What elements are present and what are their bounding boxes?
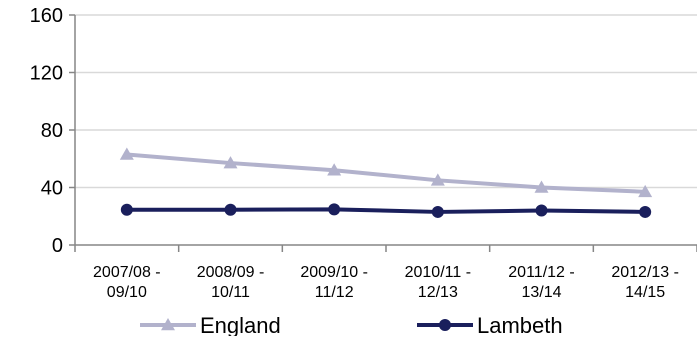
x-tick-label: 2009/10 - 11/12	[300, 264, 368, 301]
x-tick-label-line: 2011/12 -	[508, 264, 574, 281]
data-point	[120, 203, 133, 216]
x-tick-label-line: 2010/11 -	[405, 264, 471, 281]
x-tick-label-line: 2012/13 -	[611, 264, 679, 281]
grid-lines	[75, 14, 697, 189]
y-tick-label: 80	[41, 120, 63, 142]
axes	[69, 14, 697, 252]
data-point	[639, 205, 652, 218]
y-tick-label: 160	[30, 5, 63, 27]
x-tick-label: 2012/13 - 14/15	[611, 264, 679, 301]
legend-item-england: England	[140, 313, 281, 338]
data-point	[638, 184, 653, 198]
y-tick-labels: 0 40 80 120 160	[30, 5, 63, 257]
data-point	[328, 203, 341, 216]
legend-label: England	[200, 313, 281, 336]
series-line	[126, 207, 646, 214]
legend: England Lambeth	[140, 313, 563, 338]
data-point	[119, 147, 134, 160]
x-tick-label-line: 09/10	[107, 284, 147, 301]
legend-swatch-marker	[439, 319, 451, 331]
series	[119, 147, 653, 218]
x-tick-label-line: 13/14	[521, 284, 561, 301]
series-lambeth	[120, 203, 652, 218]
series-line	[126, 152, 646, 194]
data-point	[431, 205, 444, 218]
data-point	[224, 203, 237, 216]
x-tick-label-line: 2009/10 -	[300, 264, 368, 281]
data-point	[223, 156, 238, 169]
x-tick-label-line: 14/15	[625, 284, 665, 301]
x-tick-label-line: 2008/09 -	[197, 264, 265, 281]
data-point	[534, 180, 549, 193]
x-tick-label-line: 12/13	[418, 284, 458, 301]
x-tick-label: 2010/11 - 12/13	[405, 264, 471, 301]
data-point	[430, 173, 445, 186]
x-tick-label: 2008/09 - 10/11	[197, 264, 265, 301]
legend-label: Lambeth	[477, 313, 563, 336]
x-tick-label: 2011/12 - 13/14	[508, 264, 574, 301]
data-point	[535, 204, 548, 217]
legend-swatch-marker	[161, 318, 175, 331]
x-tick-label-line: 11/12	[315, 284, 354, 301]
x-tick-label: 2007/08 - 09/10	[93, 264, 161, 301]
y-tick-label: 0	[52, 235, 63, 257]
y-tick-label: 40	[41, 178, 63, 200]
y-tick-label: 120	[30, 63, 63, 85]
data-point	[327, 163, 342, 176]
x-tick-label-line: 10/11	[211, 284, 250, 301]
x-tick-labels: 2007/08 - 09/10 2008/09 - 10/11 2009/10 - 11/…	[93, 264, 679, 301]
legend-item-lambeth: Lambeth	[417, 313, 563, 338]
x-tick-label-line: 2007/08 -	[93, 264, 161, 281]
series-england	[119, 147, 653, 198]
